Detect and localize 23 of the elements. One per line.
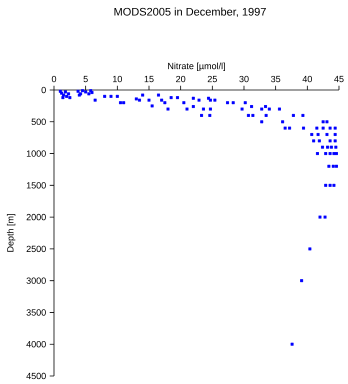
x-tick-label: 5	[84, 76, 88, 82]
x-axis-title: Nitrate [µmol/l]	[168, 62, 225, 71]
y-tick-label: 4500	[26, 372, 46, 380]
y-axis-title: Depth [m]	[6, 214, 16, 252]
chart-title: MODS2005 in December, 1997	[114, 8, 266, 17]
x-tick-label: 40	[302, 76, 312, 82]
y-tick-label: 500	[32, 118, 46, 125]
x-tick-label: 20	[176, 76, 186, 82]
x-tick-label: 15	[144, 76, 154, 82]
x-tick-label: 10	[113, 76, 122, 82]
y-tick-label: 2500	[26, 246, 46, 252]
y-tick-label: 3500	[26, 309, 46, 316]
x-tick-label: 45	[334, 76, 344, 82]
y-tick-label: 4000	[26, 341, 46, 348]
y-tick-label: 2000	[26, 214, 46, 220]
y-tick-label: 3000	[26, 277, 46, 284]
y-tick-label: 1500	[26, 182, 46, 189]
y-tick-label: 1000	[26, 150, 46, 157]
y-tick-label: 0	[42, 86, 46, 94]
x-tick-label: 30	[239, 76, 249, 82]
x-tick-label: 25	[208, 76, 217, 82]
x-tick-label: 35	[270, 76, 280, 82]
x-tick-label: 0	[52, 76, 56, 82]
